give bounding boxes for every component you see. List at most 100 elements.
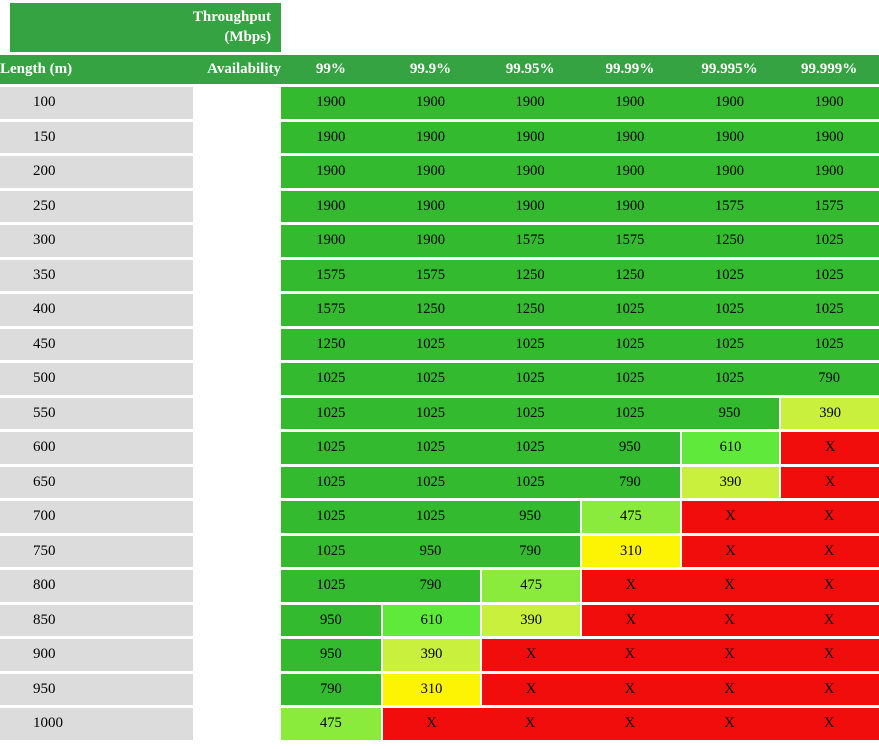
value-cell: 1025: [579, 397, 680, 429]
length-cell: 900: [0, 639, 193, 671]
table-row: 500 1025 1025 1025 1025 1025 790: [0, 363, 879, 395]
value-cell: X: [480, 673, 580, 705]
value-cell: 1025: [380, 466, 481, 498]
value-cell: 1025: [480, 328, 580, 360]
value-cell: X: [779, 535, 879, 567]
availability-cell: [193, 190, 282, 222]
value-cell: 1025: [380, 328, 481, 360]
availability-cell: [193, 604, 282, 636]
value-cell: X: [779, 639, 879, 671]
value-cell: 475: [281, 708, 381, 740]
value-cell: 1900: [579, 87, 680, 119]
table-row: 750 1025 950 790 310 X X: [0, 535, 879, 567]
value-cell: X: [679, 708, 780, 740]
value-cell: 950: [281, 639, 381, 671]
value-cell: 1575: [281, 259, 381, 291]
value-cell: 1575: [779, 190, 879, 222]
table-row: 150 1900 1900 1900 1900 1900 1900: [0, 121, 879, 153]
table-row: 600 1025 1025 1025 950 610 X: [0, 432, 879, 464]
availability-cell: [193, 501, 282, 533]
table-title-cell: Throughput (Mbps): [0, 3, 282, 52]
value-cell: X: [679, 673, 780, 705]
table-row: 650 1025 1025 1025 790 390 X: [0, 466, 879, 498]
column-header-availability: Availability: [193, 55, 282, 84]
value-cell: X: [679, 501, 780, 533]
value-cell: 950: [380, 535, 481, 567]
value-cell: 950: [281, 604, 381, 636]
table-row: 200 1900 1900 1900 1900 1900 1900: [0, 156, 879, 188]
value-cell: 1025: [281, 432, 381, 464]
value-cell: 1900: [480, 121, 580, 153]
value-cell: 1025: [281, 501, 381, 533]
value-cell: 390: [679, 466, 780, 498]
table-title-line2: (Mbps): [224, 28, 272, 45]
availability-cell: [193, 432, 282, 464]
value-cell: 1025: [679, 328, 780, 360]
availability-column-header: 99.999%: [779, 55, 879, 84]
value-cell: 1025: [380, 501, 481, 533]
length-cell: 450: [0, 328, 193, 360]
value-cell: 1900: [380, 121, 481, 153]
table-row: 900 950 390 X X X X: [0, 639, 879, 671]
availability-cell: [193, 363, 282, 395]
value-cell: 1025: [281, 397, 381, 429]
table-row: 1000 475 X X X X X: [0, 708, 879, 740]
value-cell: 790: [380, 570, 481, 602]
value-cell: 1025: [779, 328, 879, 360]
availability-column-header: 99.95%: [480, 55, 580, 84]
value-cell: 1250: [480, 294, 580, 326]
value-cell: X: [579, 708, 680, 740]
value-cell: 950: [480, 501, 580, 533]
table-row: 850 950 610 390 X X X: [0, 604, 879, 636]
value-cell: 1900: [579, 121, 680, 153]
value-cell: X: [579, 570, 680, 602]
value-cell: 390: [779, 397, 879, 429]
value-cell: 1025: [480, 363, 580, 395]
value-cell: 1025: [281, 363, 381, 395]
length-cell: 700: [0, 501, 193, 533]
value-cell: 950: [679, 397, 780, 429]
availability-cell: [193, 328, 282, 360]
value-cell: 1025: [281, 466, 381, 498]
value-cell: 610: [679, 432, 780, 464]
table-row: 700 1025 1025 950 475 X X: [0, 501, 879, 533]
length-cell: 950: [0, 673, 193, 705]
value-cell: 1900: [579, 156, 680, 188]
availability-cell: [193, 121, 282, 153]
value-cell: X: [579, 604, 680, 636]
availability-cell: [193, 673, 282, 705]
availability-column-header: 99.995%: [679, 55, 780, 84]
value-cell: X: [779, 432, 879, 464]
value-cell: 790: [281, 673, 381, 705]
value-cell: X: [679, 535, 780, 567]
value-cell: 1900: [480, 87, 580, 119]
value-cell: 310: [579, 535, 680, 567]
length-cell: 400: [0, 294, 193, 326]
value-cell: 1575: [281, 294, 381, 326]
length-cell: 250: [0, 190, 193, 222]
value-cell: X: [779, 466, 879, 498]
value-cell: 310: [380, 673, 481, 705]
value-cell: 1900: [779, 121, 879, 153]
value-cell: 1025: [380, 397, 481, 429]
value-cell: 1250: [579, 259, 680, 291]
value-cell: 1900: [380, 87, 481, 119]
length-cell: 800: [0, 570, 193, 602]
value-cell: X: [679, 604, 780, 636]
value-cell: 1025: [679, 294, 780, 326]
value-cell: X: [779, 708, 879, 740]
column-header-length: Length (m): [0, 55, 193, 84]
value-cell: X: [480, 639, 580, 671]
value-cell: 1025: [281, 570, 381, 602]
value-cell: X: [579, 639, 680, 671]
value-cell: 1025: [380, 363, 481, 395]
value-cell: 1900: [281, 121, 381, 153]
length-cell: 750: [0, 535, 193, 567]
table-header-row: Length (m) Availability 99% 99.9% 99.95%…: [0, 55, 879, 84]
value-cell: 475: [579, 501, 680, 533]
value-cell: 1900: [579, 190, 680, 222]
value-cell: 1900: [380, 225, 481, 257]
value-cell: X: [579, 673, 680, 705]
availability-cell: [193, 259, 282, 291]
value-cell: 1900: [281, 87, 381, 119]
